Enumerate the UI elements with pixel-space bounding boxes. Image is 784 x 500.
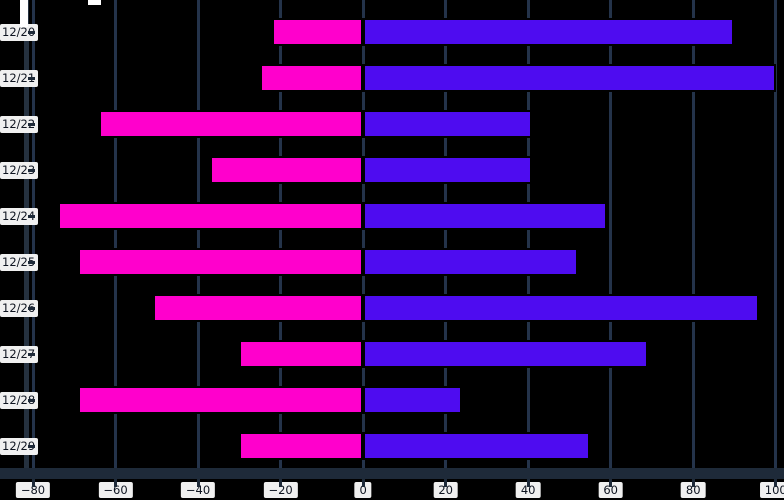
x-tick-label: −60 [98,482,133,498]
y-tick-label: 12/25 [0,254,39,271]
x-tick-label: −40 [180,482,216,498]
y-tick-mark [28,215,35,218]
y-tick-mark [28,353,35,356]
bar-negative-row-2 [99,110,364,138]
bar-negative-row-1 [259,64,364,92]
bar-negative-row-4 [57,202,364,230]
bar-positive-row-7 [363,340,648,368]
x-tick-label: 20 [433,482,458,498]
x-tick-label: 100 [759,482,784,498]
bar-negative-row-5 [78,248,364,276]
gridline [774,0,778,469]
gridline [279,0,283,469]
x-tick-label: 80 [680,482,706,498]
x-tick-label: −80 [15,482,51,498]
y-tick-mark [28,77,35,80]
y-tick-mark [28,307,35,310]
y-tick-label: 12/23 [0,162,39,179]
y-axis-line [24,0,29,479]
x-tick-mark [774,479,778,487]
bar-negative-row-9 [239,432,364,460]
gridline [691,0,695,469]
x-tick-mark [691,479,695,487]
y-tick-label: 12/26 [0,300,39,317]
x-tick-mark [609,479,613,487]
bar-positive-row-2 [363,110,533,138]
x-tick-mark [361,479,365,487]
gridline [526,0,530,469]
bar-positive-row-8 [363,386,463,414]
y-tick-label: 12/28 [0,392,39,409]
x-tick-label: 0 [354,482,372,498]
y-tick-label: 12/21 [0,70,39,87]
x-tick-mark [444,479,448,487]
screen-artifact [88,0,101,5]
bar-positive-row-9 [363,432,591,460]
y-tick-mark [28,261,35,264]
y-tick-label: 12/22 [0,116,39,133]
bar-negative-row-0 [272,18,364,46]
bar-positive-row-6 [363,294,760,322]
bar-negative-row-7 [239,340,364,368]
x-tick-label: −20 [263,482,298,498]
bar-negative-row-8 [78,386,364,414]
gridline [361,0,365,469]
x-tick-mark [279,479,283,487]
x-axis-line [0,468,784,479]
y-tick-mark [28,399,35,402]
x-tick-mark [526,479,530,487]
bar-positive-row-5 [363,248,578,276]
gridline [196,0,200,469]
y-tick-mark [28,31,35,34]
y-tick-label: 12/24 [0,208,39,225]
x-tick-label: 40 [515,482,541,498]
x-tick-mark [31,479,35,487]
x-tick-mark [196,479,200,487]
y-tick-mark [28,169,35,172]
x-tick-label: 60 [598,482,624,498]
gridline [609,0,613,469]
gridline [114,0,118,469]
y-tick-mark [28,123,35,126]
y-tick-label: 12/20 [0,24,39,41]
bar-positive-row-4 [363,202,607,230]
gridline [31,0,35,469]
x-tick-mark [114,479,118,487]
gridline [444,0,448,469]
y-tick-label: 12/27 [0,346,39,363]
screen-artifact [20,0,28,27]
bar-negative-row-3 [210,156,364,184]
bar-positive-row-3 [363,156,533,184]
y-tick-label: 12/29 [0,438,39,455]
y-tick-mark [28,445,35,448]
bar-positive-row-0 [363,18,735,46]
bar-negative-row-6 [152,294,364,322]
bar-positive-row-1 [363,64,776,92]
